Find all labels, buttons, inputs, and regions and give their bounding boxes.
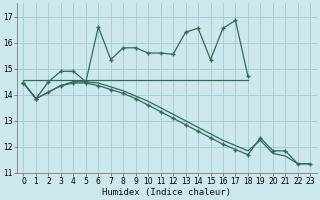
X-axis label: Humidex (Indice chaleur): Humidex (Indice chaleur) [102, 188, 231, 197]
